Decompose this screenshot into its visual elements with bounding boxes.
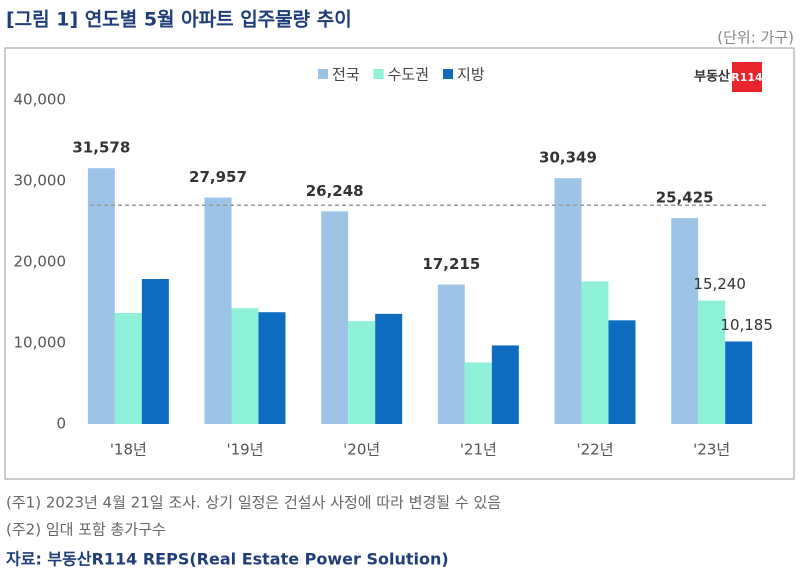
- y-tick-label: 40,000: [14, 91, 67, 109]
- y-tick-label: 10,000: [14, 334, 67, 352]
- x-tick-label: '23년: [693, 441, 730, 459]
- bar: [554, 178, 582, 424]
- bar: [114, 313, 142, 424]
- chart-title: [그림 1] 연도별 5월 아파트 입주물량 추이: [6, 9, 352, 31]
- data-label: 30,349: [539, 149, 597, 167]
- legend-label: 지방: [457, 66, 485, 84]
- bar: [698, 300, 726, 424]
- note: (주1) 2023년 4월 21일 조사. 상기 일정은 건설사 사정에 따라 …: [6, 494, 501, 512]
- bar: [581, 281, 609, 424]
- data-label: 27,957: [189, 168, 247, 186]
- x-tick-label: '18년: [110, 441, 147, 459]
- bar: [375, 313, 403, 424]
- data-label: 17,215: [422, 255, 480, 273]
- bar: [437, 284, 465, 424]
- bar: [231, 308, 259, 424]
- bar: [671, 218, 699, 424]
- legend-label: 전국: [332, 66, 360, 84]
- data-label: 15,240: [693, 275, 746, 293]
- unit-label: (단위: 가구): [717, 29, 794, 47]
- x-tick-label: '22년: [576, 441, 613, 459]
- bar: [321, 211, 349, 424]
- data-label: 31,578: [72, 139, 130, 157]
- data-label: 26,248: [306, 182, 364, 200]
- logo-box: [732, 62, 762, 92]
- bar: [464, 362, 492, 424]
- x-tick-label: '19년: [226, 441, 263, 459]
- y-tick-label: 0: [56, 415, 66, 433]
- note: (주2) 임대 포함 총가구수: [6, 521, 166, 539]
- legend-swatch: [443, 69, 454, 79]
- bar: [141, 279, 169, 424]
- bar: [608, 320, 636, 424]
- bar: [258, 312, 286, 424]
- source: 자료: 부동산R114 REPS(Real Estate Power Solut…: [6, 550, 449, 569]
- bar: [204, 197, 232, 424]
- legend-label: 수도권: [388, 66, 429, 84]
- bar: [87, 168, 115, 424]
- legend-swatch: [318, 69, 328, 79]
- y-tick-label: 30,000: [14, 172, 67, 190]
- data-label: 10,185: [720, 316, 773, 334]
- bar: [725, 341, 753, 424]
- logo-mark: R114: [731, 71, 763, 84]
- chart-frame: [4, 47, 795, 480]
- x-tick-label: '21년: [460, 441, 497, 459]
- x-tick-label: '20년: [343, 441, 380, 459]
- bar: [491, 345, 519, 424]
- y-tick-label: 20,000: [14, 253, 67, 271]
- bar: [348, 321, 376, 424]
- data-label: 25,425: [656, 189, 714, 207]
- logo-text: 부동산: [694, 69, 730, 85]
- legend-swatch: [373, 69, 384, 79]
